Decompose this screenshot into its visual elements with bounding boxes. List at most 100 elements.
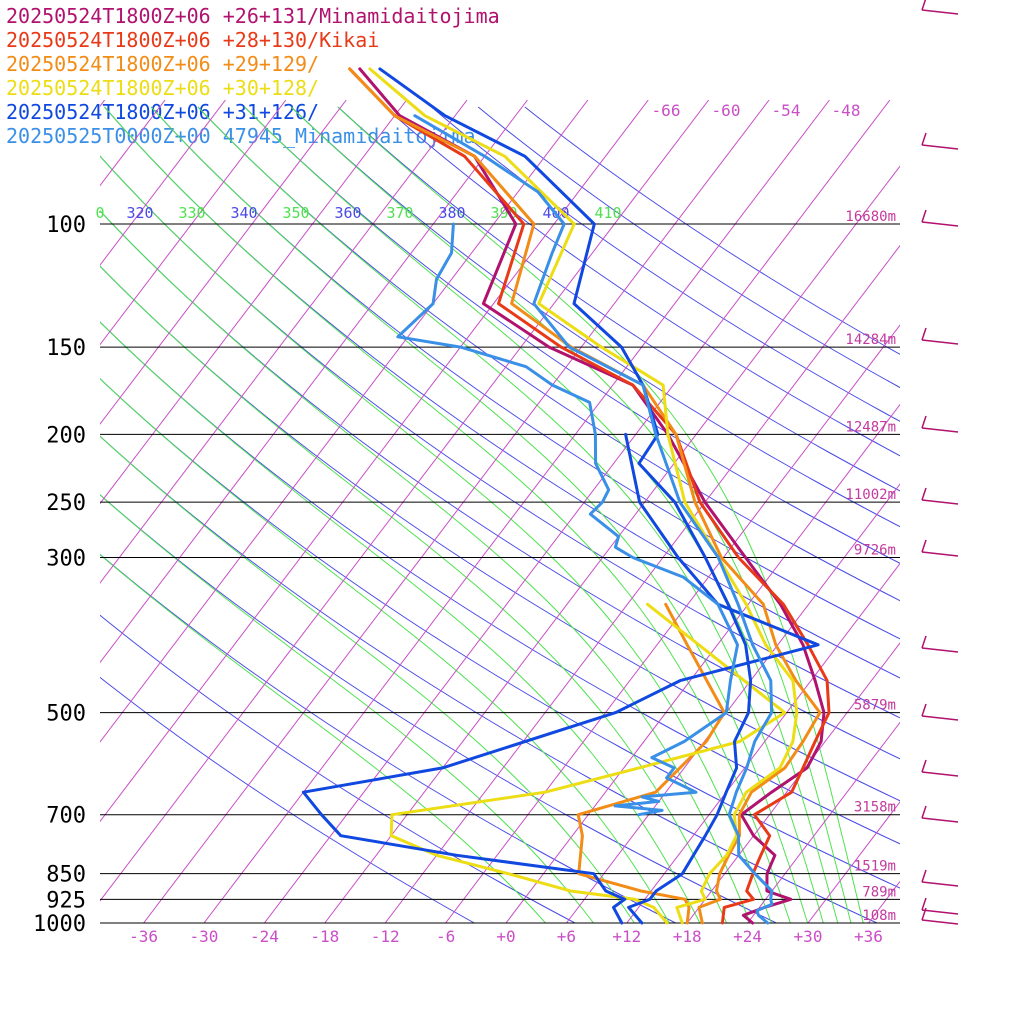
isotherm-line	[0, 100, 44, 923]
wind-barb-staff	[921, 715, 959, 721]
pressure-label: 150	[46, 336, 86, 361]
wind-barb	[921, 635, 959, 653]
isotherm-label: -60	[712, 101, 741, 120]
dry-adiabat-line	[337, 106, 900, 492]
isotherm-line	[143, 100, 770, 923]
wind-barb-staff	[921, 144, 959, 150]
temperature-line	[358, 67, 826, 925]
wind-barb	[921, 869, 959, 887]
wind-barb-flag	[921, 487, 927, 501]
temperature-tick-label: -24	[250, 927, 279, 946]
isotherm-line	[566, 483, 900, 923]
dry-adiabat-line	[100, 265, 900, 802]
moist-adiabat-line	[150, 106, 809, 923]
moist-adiabat-line	[100, 554, 546, 923]
temperature-tick-label: +12	[612, 927, 641, 946]
temperature-line	[348, 67, 822, 925]
sounding-series	[301, 67, 831, 925]
chart-legend: 20250524T1800Z+06 +26+131/Minamidaitojim…	[6, 4, 500, 148]
temperature-tick-label: -36	[129, 927, 158, 946]
wind-barb	[921, 897, 959, 915]
wind-barb-staff	[921, 9, 959, 15]
wind-barb-flag	[921, 415, 927, 429]
theta-label: 350	[282, 204, 309, 222]
height-label: 14284m	[845, 332, 896, 348]
temperature-tick-label: +0	[496, 927, 515, 946]
theta-label: 330	[178, 204, 205, 222]
height-label: 12487m	[845, 419, 896, 435]
wind-barb-flag	[921, 327, 927, 341]
wind-barb-staff	[921, 339, 959, 345]
moist-adiabat-line	[100, 265, 728, 923]
isotherm-line	[747, 721, 900, 923]
isotherm-line	[100, 100, 528, 664]
temperature-tick-label: -6	[436, 927, 455, 946]
isotherm-line	[989, 100, 1024, 923]
wind-barb-staff	[921, 647, 959, 653]
isotherm-line	[100, 100, 408, 505]
wind-barb-flag	[921, 897, 927, 911]
pressure-label: 300	[46, 547, 86, 572]
height-label: 3158m	[854, 800, 896, 816]
dry-adiabat-line	[100, 378, 900, 889]
temperature-line	[413, 114, 774, 925]
wind-barb-staff	[921, 427, 959, 433]
wind-barb	[921, 415, 959, 433]
height-label: 5879m	[854, 698, 896, 714]
height-label: 16680m	[845, 209, 896, 225]
temperature-tick-label: +18	[673, 927, 702, 946]
wind-barb-staff	[921, 909, 959, 915]
isotherm-line	[100, 100, 710, 902]
theta-label: 410	[594, 204, 621, 222]
height-label: 11002m	[845, 487, 896, 503]
isotherm-label: -66	[652, 101, 681, 120]
isotherm-line	[100, 100, 589, 743]
temperature-line	[368, 67, 799, 925]
moist-adiabat-line	[100, 210, 751, 923]
theta-label: 320	[126, 204, 153, 222]
dewpoint-line	[389, 602, 787, 925]
wind-barb	[921, 209, 959, 227]
wind-barb-flag	[921, 209, 927, 223]
isotherm-line	[929, 100, 1024, 923]
wind-barb-staff	[921, 221, 959, 227]
temperature-tick-label: -30	[190, 927, 219, 946]
pressure-label: 250	[46, 491, 86, 516]
temperature-tick-label: -12	[371, 927, 400, 946]
moist-adiabat-line	[100, 378, 670, 923]
height-label: 789m	[862, 884, 896, 900]
wind-barb	[921, 132, 959, 150]
wind-barb-flag	[921, 907, 927, 921]
wind-barb	[921, 487, 959, 505]
dry-adiabat-line	[524, 106, 900, 355]
wind-barb-staff	[921, 817, 959, 823]
temperature-tick-label: -18	[310, 927, 339, 946]
dewpoint-line	[576, 602, 726, 925]
wind-barb-flag	[921, 635, 927, 649]
temperature-tick-label: +6	[557, 927, 576, 946]
pressure-label: 925	[46, 888, 86, 913]
isotherm-line	[686, 642, 900, 923]
isotherm-line	[100, 100, 287, 346]
wind-barb-staff	[921, 919, 959, 925]
dry-adiabat-line	[290, 106, 900, 528]
wind-barb	[921, 539, 959, 557]
dry-adiabat-line	[100, 321, 900, 845]
legend-entry: 20250524T1800Z+06 +29+129/	[6, 52, 320, 76]
wind-barb	[921, 327, 959, 345]
wind-barb-flag	[921, 539, 927, 553]
isotherm-line	[324, 165, 900, 923]
pressure-label: 850	[46, 863, 86, 888]
wind-barb-flag	[921, 805, 927, 819]
temperature-tick-label: +36	[854, 927, 883, 946]
wind-barb-staff	[921, 881, 959, 887]
theta-label: 0	[95, 204, 104, 222]
moist-adiabat-line	[244, 106, 839, 923]
moist-adiabat-line	[337, 106, 864, 923]
pressure-label: 1000	[33, 912, 86, 937]
height-label: 9726m	[854, 543, 896, 559]
isotherm-label: -48	[832, 101, 861, 120]
dry-adiabat-line	[477, 106, 900, 389]
wind-barbs	[921, 0, 959, 925]
